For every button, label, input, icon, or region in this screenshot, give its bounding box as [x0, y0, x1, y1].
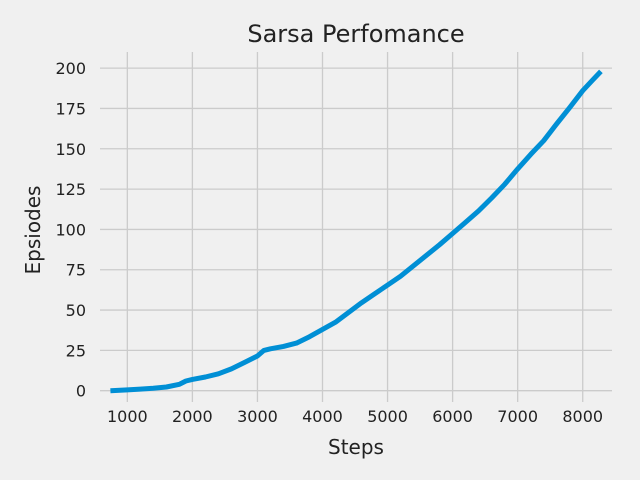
y-tick-label: 200	[55, 59, 86, 78]
y-tick-label: 25	[66, 341, 86, 360]
x-axis-label: Steps	[328, 435, 384, 459]
y-axis-label: Epsiodes	[21, 186, 45, 275]
y-tick-label: 150	[55, 140, 86, 159]
x-tick-label: 4000	[302, 407, 343, 426]
x-tick-label: 5000	[367, 407, 408, 426]
y-tick-label: 75	[66, 261, 86, 280]
series-layer	[110, 69, 603, 394]
x-tick-label: 1000	[107, 407, 148, 426]
x-tick-labels: 1000 2000 3000 4000 5000 6000 7000 8000	[107, 407, 603, 426]
y-tick-label: 100	[55, 220, 86, 239]
series-line	[110, 69, 603, 394]
y-tick-labels: 0 25 50 75 100 125 150 175 200	[55, 59, 86, 401]
y-tick-label: 125	[55, 180, 86, 199]
chart-title: Sarsa Perfomance	[247, 20, 464, 48]
y-tick-label: 175	[55, 99, 86, 118]
grid-lines	[100, 52, 612, 402]
x-tick-label: 6000	[432, 407, 473, 426]
x-tick-label: 3000	[237, 407, 278, 426]
x-tick-label: 2000	[172, 407, 213, 426]
y-tick-label: 50	[66, 301, 86, 320]
y-tick-label: 0	[76, 382, 86, 401]
x-tick-label: 8000	[562, 407, 603, 426]
x-tick-label: 7000	[497, 407, 538, 426]
